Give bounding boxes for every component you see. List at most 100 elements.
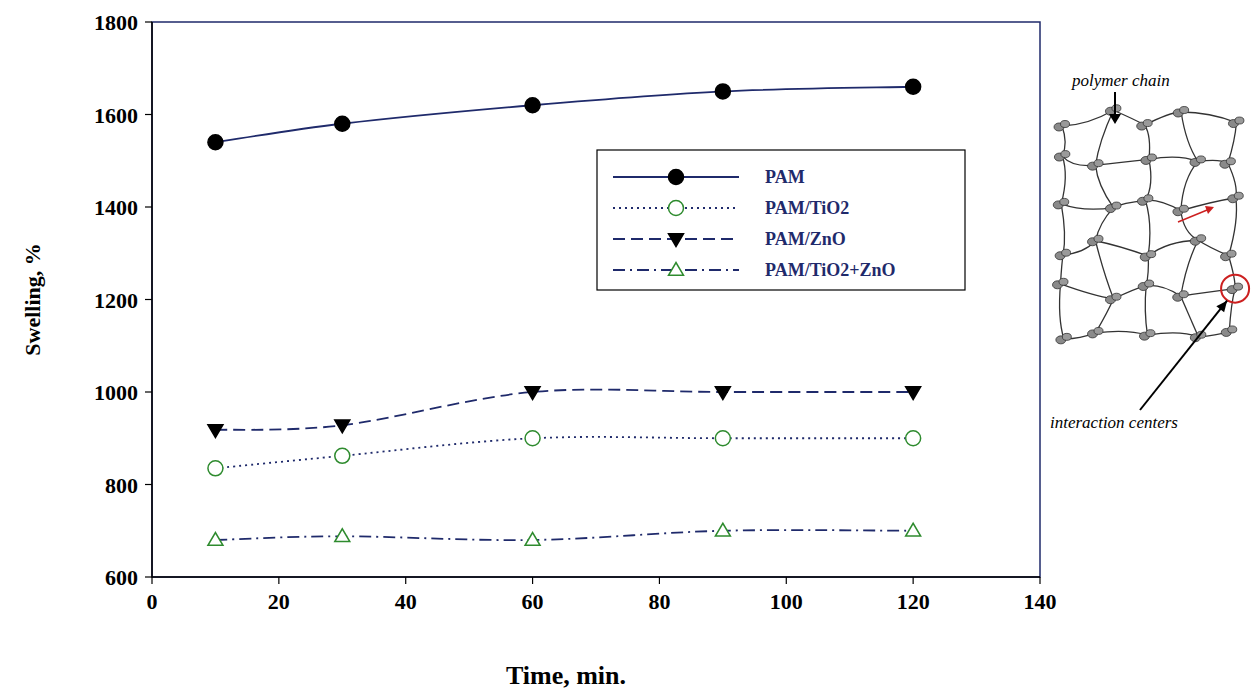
crosslink-blob <box>1062 249 1071 256</box>
polymer-strand <box>1145 159 1150 200</box>
polymer-strand <box>1228 163 1236 197</box>
annotation-arrow <box>1140 301 1227 410</box>
y-tick <box>145 21 152 22</box>
polymer-strand <box>1096 165 1114 207</box>
crosslink-blob <box>1060 198 1069 205</box>
legend-marker <box>669 201 684 216</box>
data-point <box>906 523 921 536</box>
crosslink-blob <box>1061 121 1070 128</box>
x-tick <box>786 577 787 584</box>
data-point <box>208 135 223 150</box>
chart: 0204060801001201406008001000120014001600… <box>0 0 1255 698</box>
series-line <box>215 530 913 540</box>
y-tick <box>145 391 152 392</box>
polymer-strand <box>1181 161 1198 210</box>
polymer-strand <box>1061 156 1065 204</box>
data-point <box>335 529 350 542</box>
annotation-arrow-head <box>1109 114 1121 124</box>
legend-label: PAM/ZnO <box>765 229 846 249</box>
polymer-strand <box>1181 296 1199 336</box>
polymer-strand <box>1181 112 1236 123</box>
polymer-strand <box>1181 240 1198 296</box>
series-line <box>215 437 913 468</box>
legend-marker <box>669 263 684 276</box>
y-tick-label: 600 <box>105 565 138 590</box>
crosslink-blob <box>1145 280 1154 287</box>
crosslink-blob <box>1144 195 1153 202</box>
y-tick-label: 1000 <box>94 380 138 405</box>
polymer-strand <box>1145 286 1147 336</box>
x-tick-label: 100 <box>770 589 803 614</box>
y-tick <box>145 206 152 207</box>
crosslink-blob <box>1235 117 1244 124</box>
series-line <box>215 87 913 143</box>
polymer-strand <box>1060 284 1064 339</box>
data-point <box>208 425 223 438</box>
polymer-strand <box>1145 125 1150 159</box>
x-axis-line <box>152 576 1040 578</box>
x-tick <box>151 577 152 584</box>
data-point <box>525 431 540 446</box>
crosslink-blob <box>1094 327 1103 334</box>
legend-marker <box>669 234 684 247</box>
series-group <box>208 79 921 545</box>
y-tick-label: 1800 <box>94 10 138 35</box>
data-point <box>906 387 921 400</box>
legend-label: PAM/TiO2 <box>765 198 849 218</box>
crosslink-blob <box>1197 235 1206 242</box>
crosslink-blob <box>1112 202 1121 209</box>
data-point <box>715 523 730 536</box>
crosslink-blob <box>1062 333 1071 340</box>
x-tick-label: 20 <box>268 589 290 614</box>
polymer-strand <box>1061 284 1114 299</box>
crosslink-blob <box>1234 192 1243 199</box>
y-tick-label: 1200 <box>94 288 138 313</box>
data-point <box>335 116 350 131</box>
crosslink-blob <box>1227 250 1236 257</box>
crosslink-blob <box>1196 156 1205 163</box>
y-tick <box>145 114 152 115</box>
data-point <box>906 79 921 94</box>
data-point <box>335 448 350 463</box>
annotation: polymer chain <box>1071 71 1170 90</box>
plot-frame <box>152 22 1040 577</box>
data-point <box>335 420 350 433</box>
crosslink-blob <box>1234 283 1243 290</box>
crosslink-blob <box>1147 251 1156 258</box>
x-tick-label: 40 <box>395 589 417 614</box>
polymer-strand <box>1229 256 1236 289</box>
data-point <box>906 431 921 446</box>
legend-box <box>597 150 965 290</box>
crosslink-blob <box>1226 158 1235 165</box>
crosslink-blob <box>1228 326 1237 333</box>
x-tick-label: 60 <box>522 589 544 614</box>
polymer-strand <box>1228 123 1237 164</box>
x-axis-title: Time, min. <box>506 661 626 690</box>
data-point <box>525 387 540 400</box>
x-tick-label: 140 <box>1024 589 1057 614</box>
y-tick <box>145 576 152 577</box>
y-axis-title: Swelling, % <box>20 243 45 355</box>
x-tick <box>659 577 660 584</box>
crosslink-blob <box>1180 107 1189 114</box>
legend-marker <box>669 170 684 185</box>
polymer-strand <box>1096 241 1149 256</box>
x-tick <box>405 577 406 584</box>
series-line <box>215 390 913 430</box>
crosslink-blob <box>1059 278 1068 285</box>
data-point <box>715 84 730 99</box>
crosslink-blob <box>1179 291 1188 298</box>
x-tick <box>532 577 533 584</box>
polymer-strand <box>1145 200 1149 256</box>
crosslink-blob <box>1112 105 1121 112</box>
polymer-strand <box>1181 112 1198 161</box>
x-tick-label: 80 <box>648 589 670 614</box>
y-tick <box>145 484 152 485</box>
red-arrow-head <box>1205 206 1214 214</box>
highlight-circle <box>1221 275 1249 303</box>
polymer-strand <box>1096 110 1114 165</box>
crosslink-blob <box>1061 151 1070 158</box>
polymer-strand <box>1061 204 1064 255</box>
polymer-strand <box>1096 241 1114 299</box>
legend-label: PAM/TiO2+ZnO <box>765 260 896 280</box>
